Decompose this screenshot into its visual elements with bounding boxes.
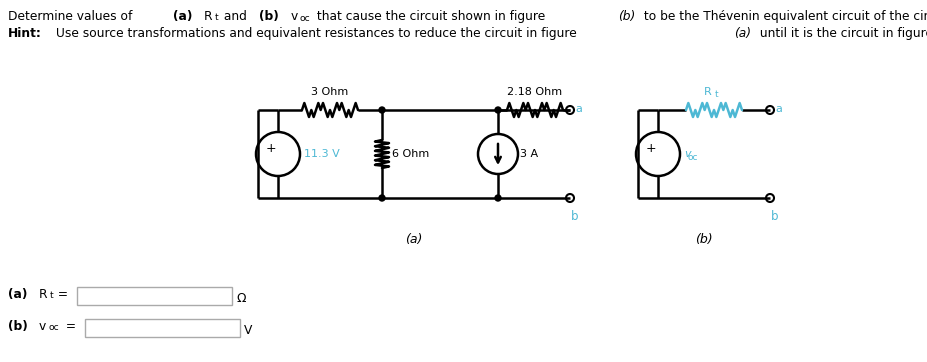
Text: =: = — [62, 320, 80, 333]
Text: (a): (a) — [733, 27, 750, 40]
Text: oc: oc — [687, 152, 698, 161]
Text: (b): (b) — [8, 320, 32, 333]
Text: Use source transformations and equivalent resistances to reduce the circuit in f: Use source transformations and equivalen… — [52, 27, 579, 40]
Text: v: v — [290, 10, 298, 23]
Text: to be the Thévenin equivalent circuit of the circuit in figure: to be the Thévenin equivalent circuit of… — [640, 10, 927, 23]
Text: that cause the circuit shown in figure: that cause the circuit shown in figure — [313, 10, 549, 23]
Text: a: a — [575, 104, 581, 114]
Circle shape — [494, 195, 501, 201]
Text: (a): (a) — [405, 233, 422, 246]
Text: Determine values of: Determine values of — [8, 10, 136, 23]
FancyBboxPatch shape — [77, 287, 232, 305]
Text: +: + — [265, 142, 276, 155]
Text: R: R — [704, 87, 711, 97]
Text: 2.18 Ohm: 2.18 Ohm — [507, 87, 562, 97]
Text: b: b — [770, 210, 778, 223]
Text: v: v — [39, 320, 46, 333]
Text: (b): (b) — [694, 233, 712, 246]
FancyBboxPatch shape — [85, 319, 240, 337]
Text: R: R — [38, 288, 47, 301]
Circle shape — [494, 107, 501, 113]
Text: =: = — [54, 288, 72, 301]
Text: Hint:: Hint: — [8, 27, 42, 40]
Text: (b): (b) — [617, 10, 635, 23]
Text: (a): (a) — [173, 10, 197, 23]
Text: v: v — [683, 149, 690, 159]
Text: 11.3 V: 11.3 V — [304, 149, 339, 159]
Text: +: + — [645, 142, 655, 155]
Text: a: a — [774, 104, 781, 114]
Text: V: V — [244, 324, 252, 337]
Text: (b): (b) — [259, 10, 283, 23]
Text: t: t — [215, 13, 219, 22]
Text: and: and — [220, 10, 250, 23]
Text: R: R — [204, 10, 212, 23]
Text: oc: oc — [48, 323, 59, 332]
Text: oc: oc — [299, 14, 310, 23]
Text: 3 Ohm: 3 Ohm — [311, 87, 349, 97]
Text: 6 Ohm: 6 Ohm — [391, 149, 429, 159]
Text: until it is the circuit in figure: until it is the circuit in figure — [755, 27, 927, 40]
Circle shape — [378, 195, 385, 201]
Text: b: b — [570, 210, 578, 223]
Text: Ω: Ω — [236, 292, 246, 305]
Circle shape — [378, 107, 385, 113]
Text: t: t — [49, 291, 53, 300]
Text: (a): (a) — [8, 288, 32, 301]
Text: t: t — [714, 90, 717, 99]
Text: 3 A: 3 A — [519, 149, 538, 159]
